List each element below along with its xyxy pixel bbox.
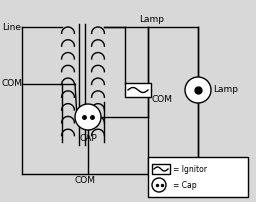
Bar <box>148 157 248 197</box>
Text: = Ignitor: = Ignitor <box>173 164 207 174</box>
Text: = Cap: = Cap <box>173 181 197 189</box>
Text: COM: COM <box>2 80 23 88</box>
Text: Lamp: Lamp <box>139 15 164 24</box>
Text: Line: Line <box>2 22 21 32</box>
Circle shape <box>152 178 166 192</box>
Text: Lamp: Lamp <box>213 85 238 95</box>
Circle shape <box>185 77 211 103</box>
Text: CAP: CAP <box>79 134 97 143</box>
Text: COM: COM <box>151 95 172 104</box>
Bar <box>152 164 170 174</box>
Bar <box>125 83 151 97</box>
Circle shape <box>75 104 101 130</box>
Text: COM: COM <box>74 176 95 185</box>
